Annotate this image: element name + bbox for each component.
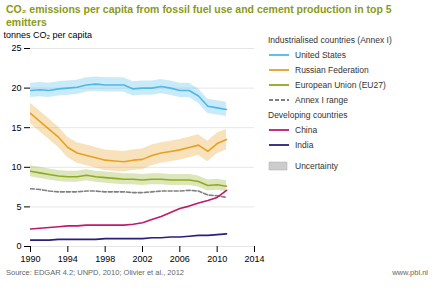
svg-text:2002: 2002 xyxy=(132,254,152,264)
html-text:European Union (EU27): European Union (EU27) xyxy=(295,79,386,90)
html-text:Uncertainty: Uncertainty xyxy=(295,160,338,171)
svg-text:0: 0 xyxy=(16,241,21,251)
html-text:Industrialised countries (Anne: Industrialised countries (Annex I) xyxy=(268,35,392,45)
svg-text:25: 25 xyxy=(11,43,21,53)
svg-text:15: 15 xyxy=(11,123,21,133)
html-text:Developing countries: Developing countries xyxy=(268,110,348,120)
html-text:Source: EDGAR 4.2; UNPD, 2010;: Source: EDGAR 4.2; UNPD, 2010; Olivier e… xyxy=(6,268,184,277)
html-text:www.pbl.nl: www.pbl.nl xyxy=(392,268,428,277)
svg-text:2014: 2014 xyxy=(244,254,264,264)
svg-text:20: 20 xyxy=(11,83,21,93)
html-text:CO₂ emissions per capita from: CO₂ emissions per capita from fossil fue… xyxy=(6,3,392,28)
svg-text:10: 10 xyxy=(11,162,21,172)
html-text:Annex I range: Annex I range xyxy=(295,94,348,105)
html-text:China: China xyxy=(295,124,318,135)
svg-text:2010: 2010 xyxy=(207,254,227,264)
svg-text:1998: 1998 xyxy=(95,254,115,264)
svg-text:tonnes CO₂ per capita: tonnes CO₂ per capita xyxy=(4,30,93,40)
svg-text:2006: 2006 xyxy=(170,254,190,264)
svg-text:1990: 1990 xyxy=(20,254,40,264)
svg-text:5: 5 xyxy=(16,202,21,212)
html-text:United States: United States xyxy=(295,49,346,60)
svg-text:1994: 1994 xyxy=(58,254,78,264)
html-text:India: India xyxy=(295,139,314,150)
html-text:Russian Federation: Russian Federation xyxy=(295,64,369,75)
